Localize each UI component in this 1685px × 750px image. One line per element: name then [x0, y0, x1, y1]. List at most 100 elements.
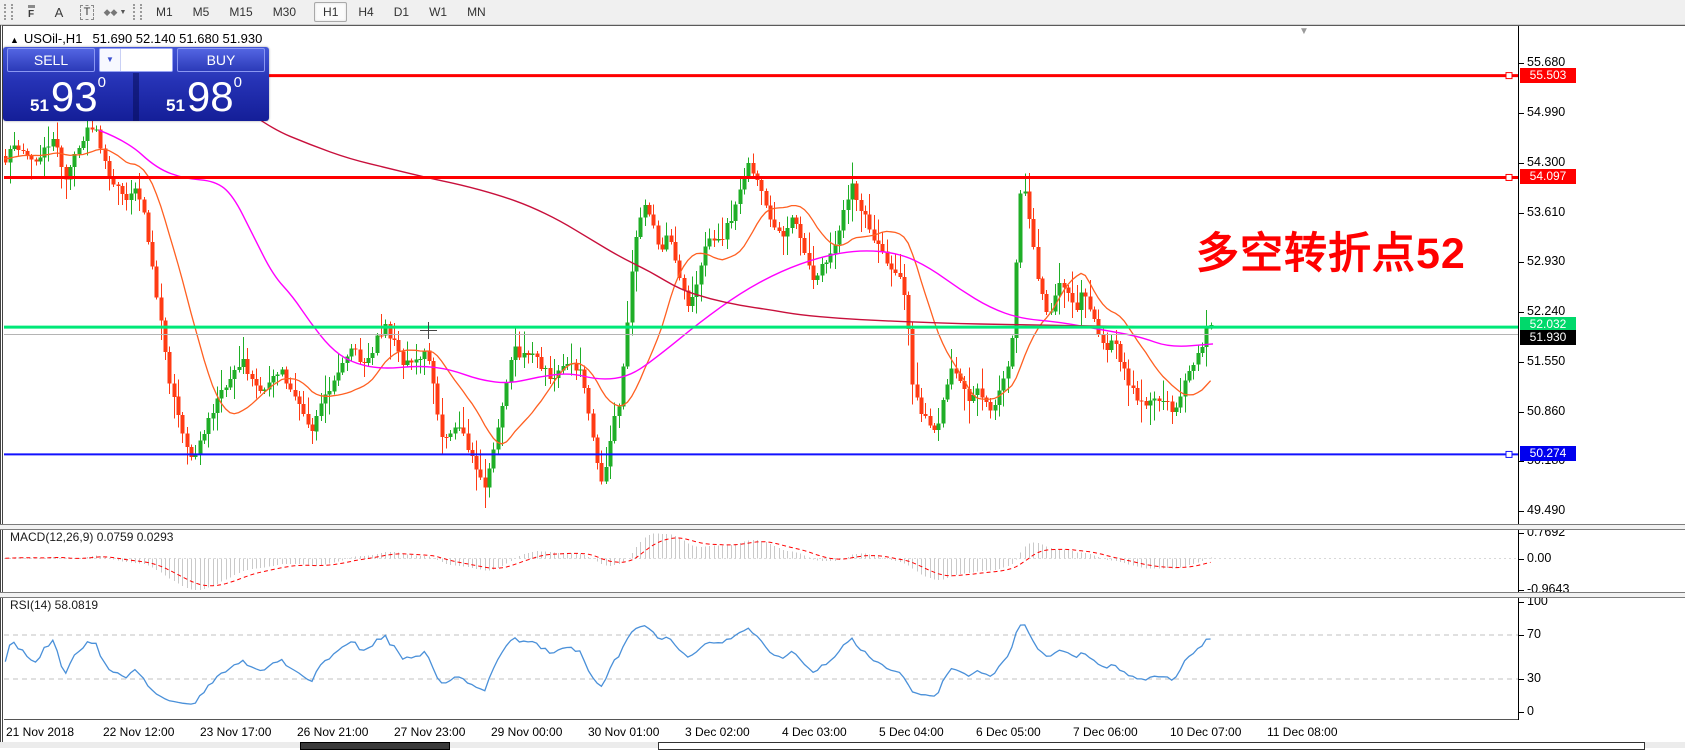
buy-price-big: 98: [186, 73, 234, 120]
sell-price-sup: 0: [97, 74, 106, 91]
time-tick-label: 27 Nov 23:00: [394, 725, 466, 739]
time-tick-label: 7 Dec 06:00: [1073, 725, 1138, 739]
time-tick-label: 4 Dec 03:00: [782, 725, 847, 739]
buy-button[interactable]: BUY: [177, 48, 265, 72]
price-tick-label: 52.240: [1527, 304, 1566, 318]
timeframe-button-mn[interactable]: MN: [467, 5, 486, 19]
axis-tick-mark: [1519, 162, 1524, 164]
axis-tick-mark: [1519, 533, 1524, 535]
price-tick-label: 54.300: [1527, 154, 1566, 169]
time-tick-label: 10 Dec 07:00: [1170, 725, 1242, 739]
time-tick-label: 29 Nov 00:00: [491, 725, 563, 739]
bottom-tab-edge[interactable]: [300, 742, 450, 750]
axis-tick-mark: [1519, 411, 1524, 413]
macd-tick-label: 0.00: [1527, 550, 1552, 565]
timeframe-button-h1[interactable]: H1: [314, 2, 348, 22]
time-tick-label: 26 Nov 21:00: [297, 725, 369, 739]
price-tick-label: 55.680: [1527, 54, 1566, 69]
ohlc-values: 51.690 52.140 51.680 51.930: [92, 31, 263, 46]
price-tick-label: 53.610: [1527, 204, 1566, 219]
crosshair-icon: [428, 322, 429, 339]
time-tick-label: 5 Dec 04:00: [879, 725, 944, 739]
current-price-badge: 51.930: [1520, 330, 1576, 346]
sell-price-quote[interactable]: 51 93 0: [3, 73, 133, 121]
sell-button[interactable]: SELL: [7, 48, 95, 72]
shapes-dropdown-icon[interactable]: ◆◆ ▼: [103, 6, 127, 17]
buy-price-quote[interactable]: 51 98 0: [139, 73, 269, 121]
hline-price-badge: 52.032: [1520, 317, 1576, 333]
timeframe-button-m30[interactable]: M30: [272, 5, 297, 19]
panel-splitter-rsi[interactable]: [0, 592, 1685, 598]
axis-tick-mark: [1519, 62, 1524, 64]
time-tick-label: 23 Nov 17:00: [200, 725, 272, 739]
hline-price-badge: 54.097: [1520, 169, 1576, 185]
scroll-to-end-marker[interactable]: ▼: [1299, 26, 1309, 37]
dotted-f-icon[interactable]: F: [19, 2, 43, 22]
chart-text-annotation: 多空转折点52: [1196, 230, 1466, 278]
price-tick-label: 52.930: [1527, 254, 1566, 268]
time-tick-label: 11 Dec 08:00: [1267, 725, 1338, 739]
rsi-tick-label: 30: [1527, 671, 1541, 685]
top-toolbar: F A T ◆◆ ▼ M1 M5 M15 M30 H1 H4 D1 W1 MN: [0, 0, 1685, 25]
axis-tick-mark: [1519, 590, 1524, 592]
text-label-icon[interactable]: A: [54, 4, 64, 20]
collapse-arrow-icon[interactable]: ▲: [10, 35, 19, 45]
time-tick-label: 6 Dec 05:00: [976, 725, 1041, 739]
axis-tick-mark: [1519, 679, 1524, 680]
price-tick-label: 49.490: [1527, 503, 1566, 518]
volume-decrease-button[interactable]: ▼: [100, 49, 121, 71]
sell-price-big: 93: [50, 73, 98, 120]
timeframe-button-w1[interactable]: W1: [429, 5, 448, 19]
rsi-label: RSI(14) 58.0819: [10, 598, 99, 612]
chart-window: [0, 25, 1685, 744]
quote-divider: [133, 73, 139, 121]
axis-tick-mark: [1519, 112, 1524, 114]
chart-title: ▲ USOil-,H1 51.690 52.140 51.680 51.930: [10, 31, 262, 46]
axis-tick-mark: [1519, 262, 1524, 263]
time-tick-label: 21 Nov 2018: [6, 725, 75, 739]
macd-panel-canvas[interactable]: [4, 528, 1518, 593]
sell-price-small: 51: [30, 96, 49, 115]
rsi-tick-label: 70: [1527, 627, 1541, 641]
price-tick-label: 54.990: [1527, 104, 1566, 119]
macd-label: MACD(12,26,9) 0.0759 0.0293: [10, 530, 174, 544]
axis-tick-mark: [1519, 511, 1524, 513]
time-tick-label: 3 Dec 02:00: [685, 725, 750, 739]
timeframe-button-m15[interactable]: M15: [229, 5, 253, 19]
time-tick-label: 30 Nov 01:00: [588, 725, 660, 739]
price-tick-label: 51.550: [1527, 353, 1566, 368]
rsi-tick-label: 0: [1527, 704, 1534, 718]
volume-input[interactable]: [120, 49, 172, 71]
time-scale[interactable]: 21 Nov 2018 22 Nov 12:00 23 Nov 17:00 26 No…: [4, 719, 1518, 742]
symbol-period-label: USOil-,H1: [23, 31, 83, 46]
timeframe-button-d1[interactable]: D1: [393, 5, 410, 19]
axis-tick-mark: [1519, 712, 1524, 713]
axis-tick-mark: [1519, 212, 1524, 214]
toolbar-gripper[interactable]: [4, 4, 13, 20]
price-chart-canvas[interactable]: [4, 28, 1518, 525]
volume-box: ▼ ▲: [99, 48, 173, 72]
one-click-trading-panel: SELL ▼ ▲ BUY 51 93 0 51 98 0: [3, 47, 269, 121]
text-box-icon[interactable]: T: [75, 2, 99, 22]
price-tick-label: 50.860: [1527, 403, 1566, 418]
axis-tick-mark: [1519, 361, 1524, 363]
timeframe-button-m5[interactable]: M5: [192, 5, 210, 19]
buy-price-sup: 0: [233, 74, 242, 91]
buy-price-small: 51: [166, 96, 185, 115]
hline-price-badge: 50.274: [1520, 446, 1576, 462]
axis-tick-mark: [1519, 312, 1524, 313]
hline-price-badge: 55.503: [1520, 67, 1576, 83]
price-scale[interactable]: 55.680 54.990 54.300 53.610 52.930 52.240 51.5…: [1518, 26, 1685, 720]
timeframe-button-m1[interactable]: M1: [156, 5, 173, 19]
axis-tick-mark: [1519, 635, 1524, 636]
timeframe-button-h4[interactable]: H4: [358, 5, 374, 19]
axis-tick-mark: [1519, 558, 1524, 560]
toolbar-gripper-2[interactable]: [133, 4, 142, 20]
axis-tick-mark: [1519, 602, 1524, 603]
axis-tick-mark: [1519, 461, 1524, 463]
time-tick-label: 22 Nov 12:00: [103, 725, 175, 739]
bottom-tab-edge[interactable]: [658, 742, 1645, 750]
panel-splitter-macd[interactable]: [0, 524, 1685, 530]
rsi-panel-canvas[interactable]: [4, 596, 1518, 718]
bottom-tab-strip: [0, 742, 1685, 750]
